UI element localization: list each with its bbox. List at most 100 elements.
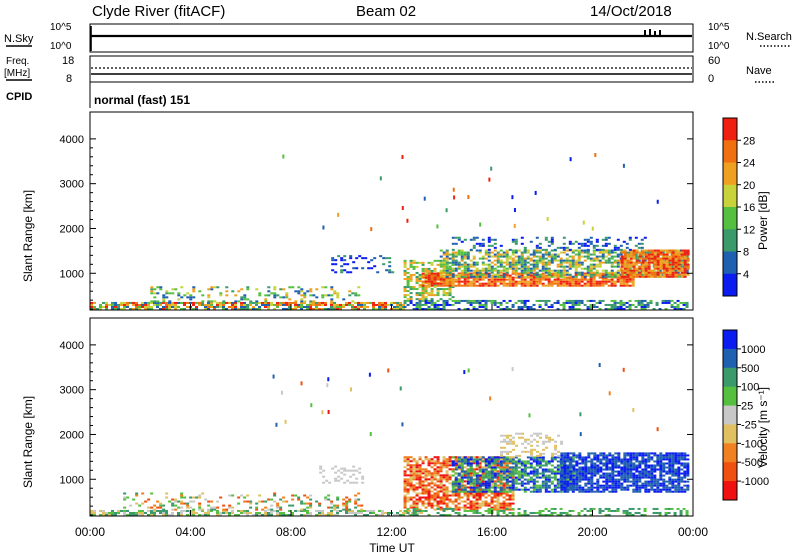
radar-cell xyxy=(659,474,663,477)
radar-cell xyxy=(496,502,500,505)
radar-cell xyxy=(665,271,669,274)
radar-cell xyxy=(433,286,437,289)
radar-cell xyxy=(481,460,485,463)
radar-cell xyxy=(626,486,630,489)
radar-cell xyxy=(430,486,434,489)
radar-cell xyxy=(626,460,630,463)
radar-cell xyxy=(526,273,530,276)
radar-cell xyxy=(198,494,202,497)
radar-cell xyxy=(460,496,464,499)
radar-cell xyxy=(683,265,687,268)
radar-cell xyxy=(556,271,560,274)
radar-cell xyxy=(484,470,488,473)
radar-cell xyxy=(402,513,405,516)
radar-cell xyxy=(502,508,506,511)
radar-cell xyxy=(381,303,384,306)
radar-cell xyxy=(300,513,303,516)
radar-cell xyxy=(240,296,244,299)
radar-cell xyxy=(592,257,596,260)
radar-cell xyxy=(258,294,262,297)
radar-cell xyxy=(569,466,573,469)
radar-cell xyxy=(457,458,461,461)
radar-cell xyxy=(243,303,246,306)
radar-cell xyxy=(557,450,561,453)
radar-cell xyxy=(508,456,512,459)
radar-cell xyxy=(638,478,642,481)
radar-cell xyxy=(315,288,319,291)
radar-cell xyxy=(532,273,536,276)
radar-cell xyxy=(472,244,476,247)
radar-cell xyxy=(604,261,608,264)
radar-cell xyxy=(204,305,207,308)
radar-cell xyxy=(574,282,578,285)
radar-cell xyxy=(674,273,678,276)
radar-cell xyxy=(406,488,410,491)
radar-cell xyxy=(481,484,485,487)
radar-cell xyxy=(454,498,458,501)
radar-cell xyxy=(496,269,500,272)
radar-cell xyxy=(586,253,590,256)
radar-cell xyxy=(213,506,217,509)
radar-cell xyxy=(177,305,180,308)
radar-cell xyxy=(436,299,440,302)
radar-cell xyxy=(601,253,605,256)
radar-cell xyxy=(625,257,629,260)
radar-cell xyxy=(599,474,603,477)
radar-cell xyxy=(586,271,590,274)
radar-cell xyxy=(261,301,264,304)
radar-cell xyxy=(406,267,410,270)
radar-cell xyxy=(412,502,416,505)
radar-cell xyxy=(563,478,567,481)
radar-cell xyxy=(517,305,521,308)
radar-cell xyxy=(165,290,169,293)
radar-cell xyxy=(141,301,144,304)
radar-cell xyxy=(541,259,545,262)
radar-cell xyxy=(526,462,530,465)
radar-cell xyxy=(436,494,440,497)
radar-cell xyxy=(466,282,470,285)
radar-cell xyxy=(315,303,318,306)
radar-cell xyxy=(222,509,225,512)
radar-cell xyxy=(662,464,666,467)
radar-cell xyxy=(463,474,467,477)
radar-cell xyxy=(267,286,271,289)
radar-cell xyxy=(640,305,644,308)
radar-cell xyxy=(601,299,605,302)
radar-cell xyxy=(644,275,648,278)
radar-cell xyxy=(427,299,431,302)
radar-cell xyxy=(610,261,614,264)
radar-cell xyxy=(659,456,663,459)
radar-cell xyxy=(418,472,422,475)
radar-cell xyxy=(475,275,479,278)
radar-cell xyxy=(123,303,126,306)
radar-cell xyxy=(623,257,627,260)
radar-cell xyxy=(608,452,612,455)
radar-cell xyxy=(105,513,108,516)
radar-cell xyxy=(517,488,521,491)
radar-cell xyxy=(357,307,360,310)
radar-cell xyxy=(403,273,407,276)
radar-cell xyxy=(671,462,675,465)
radar-cell xyxy=(309,502,313,505)
radar-cell xyxy=(553,269,557,272)
radar-cell xyxy=(198,496,202,499)
radar-cell xyxy=(595,244,599,247)
radar-cell xyxy=(439,500,443,503)
radar-cell xyxy=(514,460,518,463)
radar-cell xyxy=(403,299,407,302)
radar-cell xyxy=(638,466,642,469)
radar-cell xyxy=(189,500,193,503)
radar-cell xyxy=(463,488,467,491)
radar-cell xyxy=(436,259,440,262)
radar-cell xyxy=(436,456,440,459)
radar-cell xyxy=(454,486,458,489)
radar-cell xyxy=(487,502,491,505)
radar-cell xyxy=(493,490,497,493)
radar-cell xyxy=(484,301,488,304)
radar-cell xyxy=(556,472,560,475)
radar-cell xyxy=(574,301,578,304)
radar-cell xyxy=(150,301,153,304)
radar-cell xyxy=(442,288,446,291)
radar-cell xyxy=(387,511,390,514)
radar-cell xyxy=(457,261,461,264)
